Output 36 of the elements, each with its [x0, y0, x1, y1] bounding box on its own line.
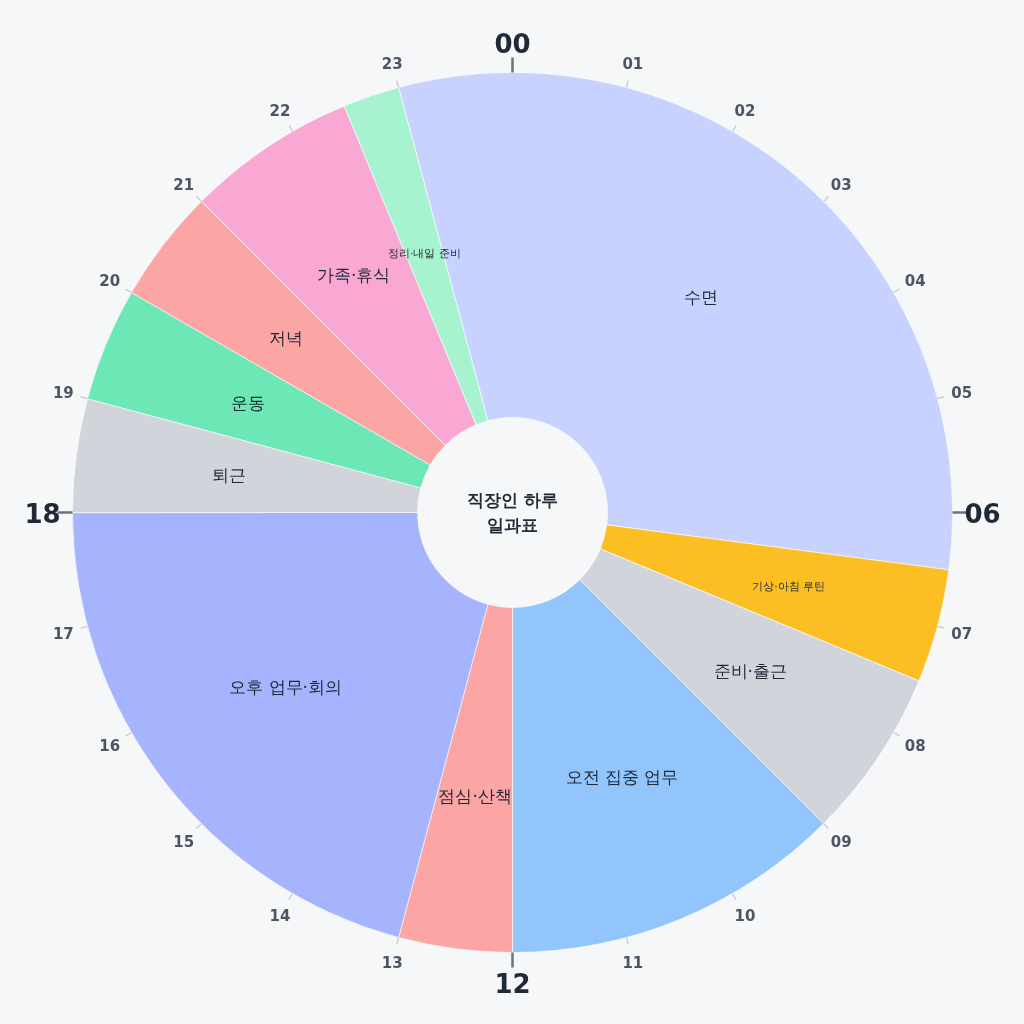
- text: 12: [494, 968, 531, 999]
- text: 19: [52, 384, 74, 403]
- slice-label: 가족·휴식: [316, 264, 391, 285]
- slice-label: 기상·아침 루틴: [752, 579, 826, 593]
- text: 11: [622, 953, 644, 972]
- slice-label: 오전 집중 업무: [565, 766, 679, 787]
- text: 직장인 하루 일과표: [467, 490, 558, 535]
- text: 07: [951, 624, 973, 643]
- slice-label: 점심·산책: [438, 786, 512, 807]
- slice-label: 퇴근: [211, 465, 246, 486]
- slice-label: 수면: [684, 287, 719, 308]
- text: 02: [734, 101, 756, 120]
- text: 23: [381, 55, 403, 74]
- text: 18: [24, 498, 61, 529]
- text: 20: [99, 272, 121, 290]
- text: 16: [99, 737, 121, 755]
- text: 15: [173, 833, 195, 852]
- slice-label: 운동: [231, 393, 266, 414]
- slice-label: 준비·출근: [713, 661, 788, 682]
- text: 03: [830, 175, 852, 194]
- text: 21: [173, 175, 195, 194]
- text: 04: [904, 272, 926, 290]
- slice-label: 오후 업무·회의: [229, 676, 343, 697]
- text: 14: [269, 907, 291, 926]
- text: 08: [904, 737, 926, 755]
- text: 13: [381, 953, 403, 972]
- text: 06: [964, 498, 1001, 529]
- slice-label: 저녁: [268, 328, 303, 349]
- text: 09: [830, 833, 852, 852]
- text: 22: [269, 101, 291, 120]
- text: 05: [951, 384, 973, 403]
- text: 00: [494, 28, 531, 59]
- text: 01: [622, 55, 644, 74]
- slice-label: 정리·내일 준비: [387, 246, 461, 260]
- text: 10: [734, 907, 756, 926]
- text: 17: [52, 624, 74, 643]
